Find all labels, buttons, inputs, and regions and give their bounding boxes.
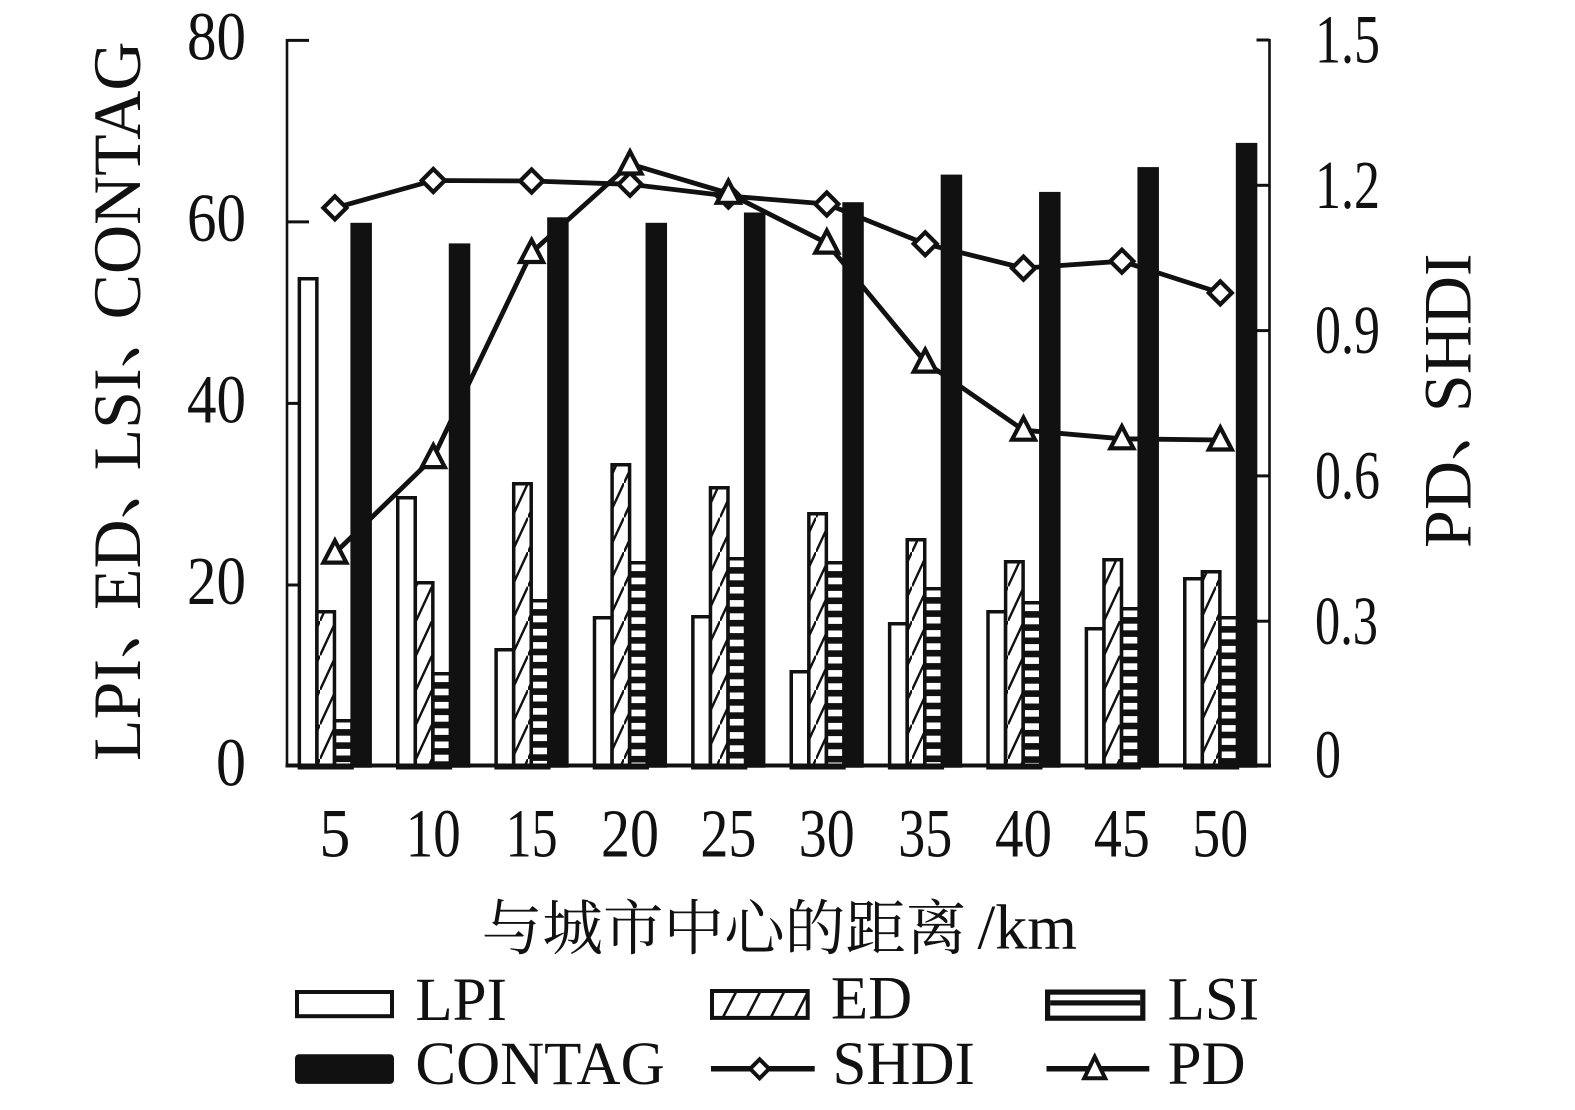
svg-text:40: 40 [995,796,1052,872]
svg-text:40: 40 [187,362,246,438]
svg-text:SHDI: SHDI [1410,253,1486,412]
svg-text:LSI: LSI [79,368,155,470]
svg-text:SHDI: SHDI [833,1031,975,1098]
svg-text:0: 0 [1315,717,1341,793]
svg-text:20: 20 [187,543,246,619]
svg-text:CONTAG: CONTAG [415,1031,664,1098]
svg-text:0: 0 [216,725,246,801]
svg-text:0.6: 0.6 [1315,438,1380,514]
svg-text:1.2: 1.2 [1315,147,1380,223]
svg-text:25: 25 [700,796,756,872]
svg-text:ED: ED [79,519,155,610]
svg-text:PD: PD [1410,461,1486,548]
svg-text:1.5: 1.5 [1315,2,1380,78]
svg-text:35: 35 [898,796,952,872]
svg-text:PD: PD [1168,1031,1246,1098]
svg-text:50: 50 [1192,796,1248,872]
svg-text:LPI: LPI [415,967,507,1034]
svg-text:20: 20 [601,796,659,872]
svg-text:LSI: LSI [1168,967,1260,1034]
svg-text:CONTAG: CONTAG [79,42,155,320]
svg-text:0.9: 0.9 [1315,292,1380,368]
svg-text:15: 15 [506,796,558,872]
svg-text:5: 5 [319,796,350,872]
svg-text:45: 45 [1094,796,1150,872]
svg-text:/km: /km [978,892,1078,963]
svg-text:ED: ED [831,966,912,1033]
svg-text:LPI: LPI [79,659,155,761]
svg-text:30: 30 [799,796,855,872]
svg-text:0.3: 0.3 [1315,583,1378,659]
svg-text:80: 80 [187,0,246,75]
svg-text:10: 10 [406,796,461,872]
svg-text:60: 60 [187,180,246,256]
